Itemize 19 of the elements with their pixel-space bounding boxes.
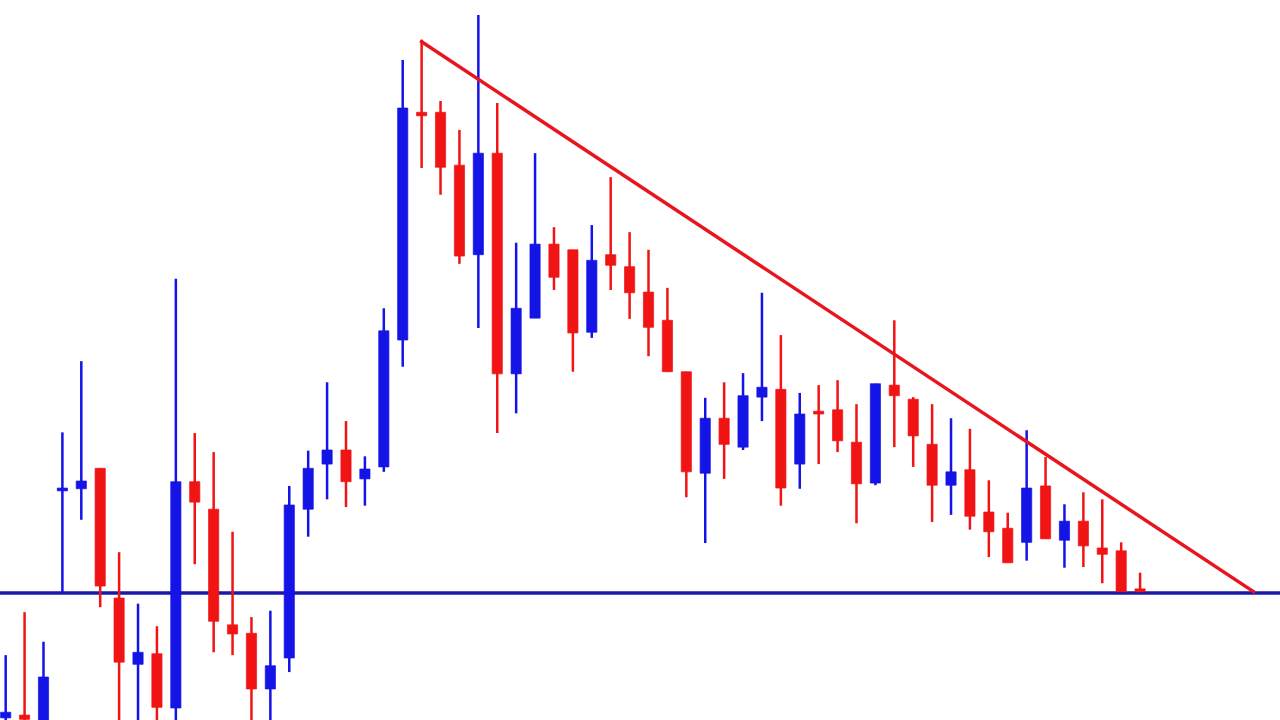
candlestick bbox=[359, 455, 371, 507]
candlestick bbox=[813, 383, 825, 466]
candlestick bbox=[75, 359, 87, 522]
candlestick bbox=[189, 431, 201, 566]
candlestick bbox=[1096, 498, 1108, 585]
candlestick bbox=[945, 417, 957, 517]
candlestick bbox=[321, 381, 333, 501]
candlestick bbox=[132, 602, 144, 720]
candlestick bbox=[19, 610, 31, 720]
candlestick bbox=[227, 530, 239, 657]
candlestick bbox=[1134, 571, 1146, 593]
candlestick bbox=[1059, 503, 1070, 569]
candlestick bbox=[264, 609, 276, 720]
candlestick bbox=[0, 653, 12, 720]
candlestick bbox=[888, 319, 900, 449]
candlestick bbox=[56, 431, 68, 595]
candlestick bbox=[983, 479, 995, 559]
candlestick bbox=[605, 175, 617, 292]
candlestick bbox=[756, 291, 768, 423]
